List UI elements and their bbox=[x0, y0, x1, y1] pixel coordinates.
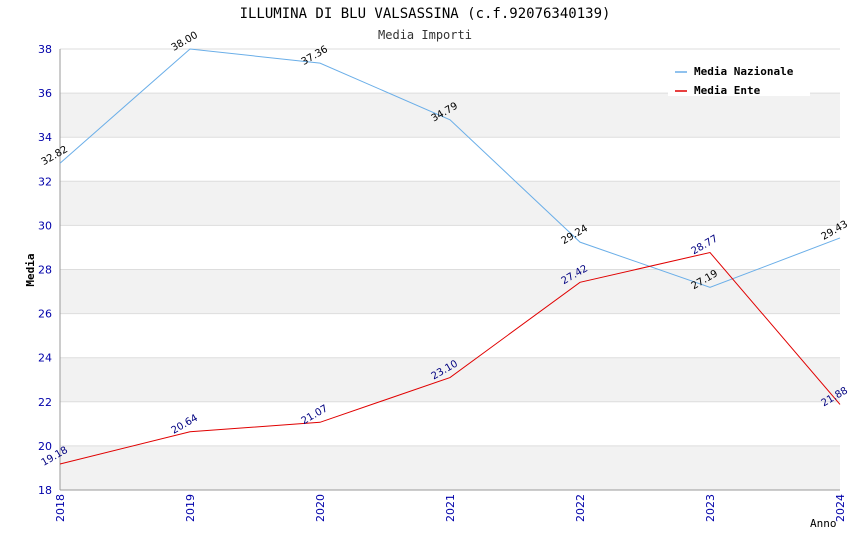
plot-band bbox=[60, 269, 840, 314]
x-tick-label: 2024 bbox=[834, 494, 847, 522]
plot-band bbox=[60, 93, 840, 138]
legend-label-ente: Media Ente bbox=[694, 84, 761, 97]
series-lines bbox=[59, 48, 841, 465]
plot-band bbox=[60, 401, 840, 446]
y-axis-label: Media bbox=[24, 253, 37, 286]
x-tick-label: 2019 bbox=[184, 494, 197, 522]
legend-label-nazionale: Media Nazionale bbox=[694, 65, 794, 78]
plot-band bbox=[60, 137, 840, 182]
y-tick-label: 18 bbox=[38, 484, 52, 497]
y-tick-label: 38 bbox=[38, 43, 52, 56]
y-tick-labels: 18 20 22 24 26 28 30 32 34 36 38 bbox=[38, 43, 52, 497]
chart-subtitle: Media Importi bbox=[378, 28, 472, 42]
legend: Media Nazionale Media Ente bbox=[668, 60, 810, 97]
y-tick-label: 20 bbox=[38, 440, 52, 453]
plot-band bbox=[60, 357, 840, 402]
x-tick-labels: 2018 2019 2020 2021 2022 2023 2024 bbox=[54, 494, 847, 522]
y-tick-label: 22 bbox=[38, 396, 52, 409]
x-tick-label: 2022 bbox=[574, 494, 587, 522]
plot-background bbox=[60, 49, 840, 490]
x-tick-label: 2018 bbox=[54, 494, 67, 522]
series-line-0 bbox=[59, 48, 841, 288]
chart-title: ILLUMINA DI BLU VALSASSINA (c.f.92076340… bbox=[240, 6, 611, 22]
y-tick-label: 36 bbox=[38, 87, 52, 100]
y-tick-label: 32 bbox=[38, 175, 52, 188]
x-tick-label: 2021 bbox=[444, 494, 457, 522]
y-tick-label: 34 bbox=[38, 131, 52, 144]
x-tick-label: 2023 bbox=[704, 494, 717, 522]
plot-band bbox=[60, 445, 840, 490]
y-tick-label: 24 bbox=[38, 352, 52, 365]
x-axis-label: Anno bbox=[810, 517, 837, 530]
x-tick-label: 2020 bbox=[314, 494, 327, 522]
plot-band bbox=[60, 181, 840, 226]
plot-band bbox=[60, 225, 840, 270]
legend-box bbox=[668, 60, 810, 96]
y-tick-label: 30 bbox=[38, 219, 52, 232]
series-line-1 bbox=[59, 251, 841, 465]
plot-band bbox=[60, 313, 840, 358]
y-tick-label: 26 bbox=[38, 308, 52, 321]
y-tick-label: 28 bbox=[38, 264, 52, 277]
